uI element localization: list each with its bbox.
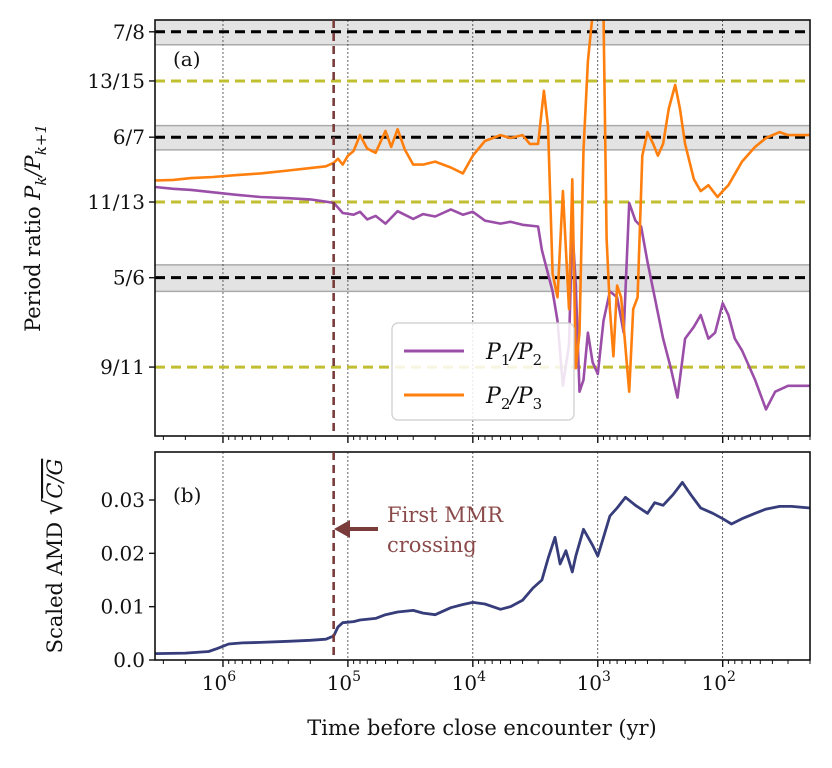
panel-a: 7/813/156/711/135/69/11 (a) P1/P2 P2/P3 … — [21, 19, 811, 443]
legend-p1p2-mid: /P — [508, 340, 533, 365]
panel-b-ylabel: Scaled AMD √C/G — [39, 459, 69, 654]
xtick-label-base: 10 — [202, 671, 227, 695]
panel-a-vertical-gridlines — [222, 20, 724, 436]
panel-a-ylabel: Period ratio Pk/Pk+1 — [21, 124, 50, 332]
legend-label-p2p3: P2/P3 — [485, 384, 542, 413]
annotation-line2: crossing — [387, 533, 477, 557]
annotation-arrow-head — [334, 520, 350, 538]
ytick-a-label: 13/15 — [87, 69, 145, 93]
xtick-label-exponent: 3 — [602, 669, 611, 685]
panel-a-y-ticks: 7/8 13/15 6/7 11/13 5/6 9/11 — [87, 20, 155, 379]
xtick-label: 106 — [202, 669, 236, 695]
xtick-label-exponent: 2 — [727, 669, 736, 685]
panel-a-x-ticks — [162, 436, 811, 443]
ytick-a-label: 5/6 — [113, 266, 145, 290]
series-line-p2-p3 — [155, 20, 810, 393]
panel-b-y-ticks: 0.0 0.01 0.02 0.03 — [100, 488, 155, 672]
ytick-b-label: 0.01 — [100, 595, 145, 619]
legend-p1p2-main: P — [485, 340, 502, 365]
panel-b-frame — [154, 451, 811, 661]
panel-a-ylabel-sub1: k — [32, 177, 50, 186]
ytick-a-label: 6/7 — [113, 125, 145, 149]
ytick-a-label: 11/13 — [87, 190, 145, 214]
ytick-a-label: 7/8 — [113, 20, 145, 44]
legend: P1/P2 P2/P3 — [391, 322, 575, 421]
legend-p2p3-mid: /P — [508, 384, 533, 409]
panel-a-frame — [154, 19, 811, 437]
resonance-width-bands — [155, 20, 810, 293]
panel-b-x-ticks: 106 105 104 103 102 — [162, 660, 811, 695]
xtick-label-exponent: 4 — [477, 669, 486, 685]
ytick-b-label: 0.0 — [113, 648, 145, 672]
panel-a-label: (a) — [173, 47, 201, 71]
xtick-label-exponent: 6 — [227, 669, 236, 685]
mmr-annotation: First MMR crossing — [334, 503, 504, 557]
panel-a-ylabel-sub2: k+1 — [32, 124, 50, 155]
ytick-a-label: 9/11 — [100, 355, 145, 379]
legend-p2p3-sub1: 2 — [501, 395, 511, 413]
resonance-lines — [155, 30, 810, 369]
x-axis-title: Time before close encounter (yr) — [307, 716, 656, 740]
xtick-label-base: 10 — [701, 671, 726, 695]
xtick-label: 105 — [327, 669, 361, 695]
xtick-label-base: 10 — [327, 671, 352, 695]
panel-b-ylabel-plain: Scaled AMD — [43, 515, 67, 653]
xtick-label: 104 — [452, 669, 486, 695]
annotation-line1: First MMR — [387, 503, 504, 527]
panel-b-label: (b) — [173, 483, 201, 507]
panel-a-ylabel-plain: Period ratio — [21, 200, 45, 332]
panel-b: 0.00.010.020.03 106 105 104 103 102 (b) Firs… — [39, 451, 811, 740]
panel-a-ylabel-p: P — [21, 185, 45, 201]
xtick-label-base: 10 — [577, 671, 602, 695]
ytick-b-label: 0.03 — [100, 488, 145, 512]
panel-b-ylabel-frac: C/G — [43, 459, 67, 499]
panel-b-vertical-gridlines — [222, 452, 724, 660]
panel-b-ylabel-sqrt: √ — [39, 498, 69, 515]
xtick-label-exponent: 5 — [352, 669, 361, 685]
xtick-label: 102 — [701, 669, 735, 695]
legend-box — [391, 322, 575, 421]
legend-p1p2-sub2: 2 — [533, 351, 543, 369]
xtick-label: 103 — [577, 669, 611, 695]
ytick-b-label: 0.02 — [100, 541, 145, 565]
legend-p2p3-sub2: 3 — [533, 395, 543, 413]
legend-label-p1p2: P1/P2 — [485, 340, 542, 369]
panel-a-ylabel-p2: /P — [21, 154, 45, 178]
legend-p1p2-sub1: 1 — [501, 351, 511, 369]
legend-p2p3-main: P — [485, 384, 502, 409]
xtick-label-base: 10 — [452, 671, 477, 695]
